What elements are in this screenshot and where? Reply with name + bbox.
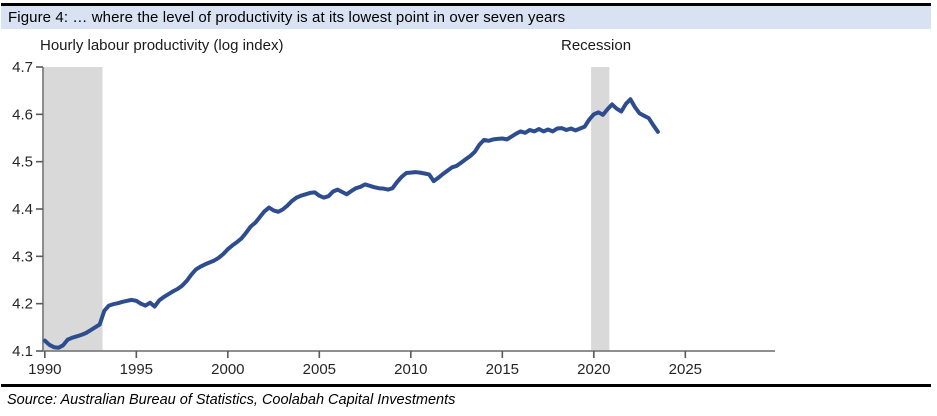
x-tick-label: 2005 (303, 361, 336, 378)
y-tick-label: 4.5 (12, 154, 33, 171)
bottom-rule (1, 384, 931, 387)
x-tick-label: 1990 (28, 361, 61, 378)
y-tick-label: 4.3 (12, 248, 33, 265)
productivity-series-line (42, 97, 660, 350)
x-tick-label: 2010 (394, 361, 427, 378)
figure-title-bar: Figure 4: … where the level of productiv… (1, 3, 931, 29)
y-tick-label: 4.7 (12, 59, 33, 76)
recession-label: Recession (561, 37, 632, 54)
figure-title: Figure 4: … where the level of productiv… (8, 9, 566, 26)
x-tick-label: 2020 (577, 361, 610, 378)
y-tick-label: 4.6 (12, 106, 33, 123)
y-tick-label: 4.4 (12, 201, 33, 218)
y-tick-label: 4.2 (12, 296, 33, 313)
x-tick-label: 1995 (120, 361, 153, 378)
x-tick-label: 2015 (486, 361, 519, 378)
recession-band (43, 67, 103, 351)
x-tick-label: 2000 (211, 361, 244, 378)
x-tick-label: 2025 (669, 361, 702, 378)
recession-band (591, 67, 610, 351)
series-label: Hourly labour productivity (log index) (40, 37, 284, 54)
source-note: Source: Australian Bureau of Statistics,… (7, 392, 456, 408)
y-tick-label: 4.1 (12, 343, 33, 360)
